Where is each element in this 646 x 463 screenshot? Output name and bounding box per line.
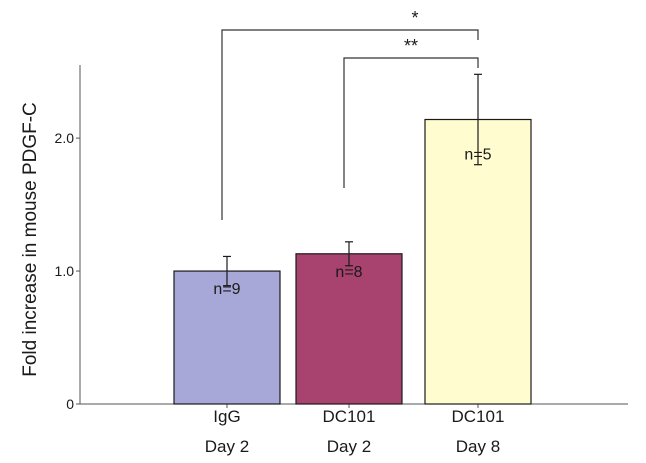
y-tick-label: 1.0 xyxy=(55,263,75,279)
significance-label: * xyxy=(411,8,418,28)
x-tick-label: Day 2 xyxy=(205,437,249,456)
x-tick-label: Day 8 xyxy=(456,437,500,456)
y-axis-label: Fold increase in mouse PDGF-C xyxy=(20,102,41,377)
significance-brackets: *** xyxy=(221,8,479,220)
bar xyxy=(424,118,532,405)
n-label: n=8 xyxy=(335,264,362,281)
x-tick-label: DC101 xyxy=(452,407,505,426)
bars xyxy=(173,118,532,405)
significance-bracket xyxy=(343,57,479,188)
labels: n=9 IgG Day 2 n=8 DC101 Day 2 n=5 DC101 Day 8 xyxy=(205,147,505,456)
n-label: n=5 xyxy=(464,147,491,164)
n-label: n=9 xyxy=(213,281,240,298)
bar xyxy=(173,270,281,405)
x-tick-label: DC101 xyxy=(323,407,376,426)
y-tick-label: 2.0 xyxy=(55,130,75,146)
y-tick-label: 0 xyxy=(66,396,74,412)
axes: 0 1.0 2.0 Fold increase in mouse PDGF-C xyxy=(20,65,628,412)
bar xyxy=(295,253,403,405)
significance-bracket xyxy=(221,29,479,220)
x-tick-label: Day 2 xyxy=(327,437,371,456)
error-bars xyxy=(223,73,482,287)
x-tick-label: IgG xyxy=(213,407,240,426)
significance-label: ** xyxy=(404,36,418,56)
